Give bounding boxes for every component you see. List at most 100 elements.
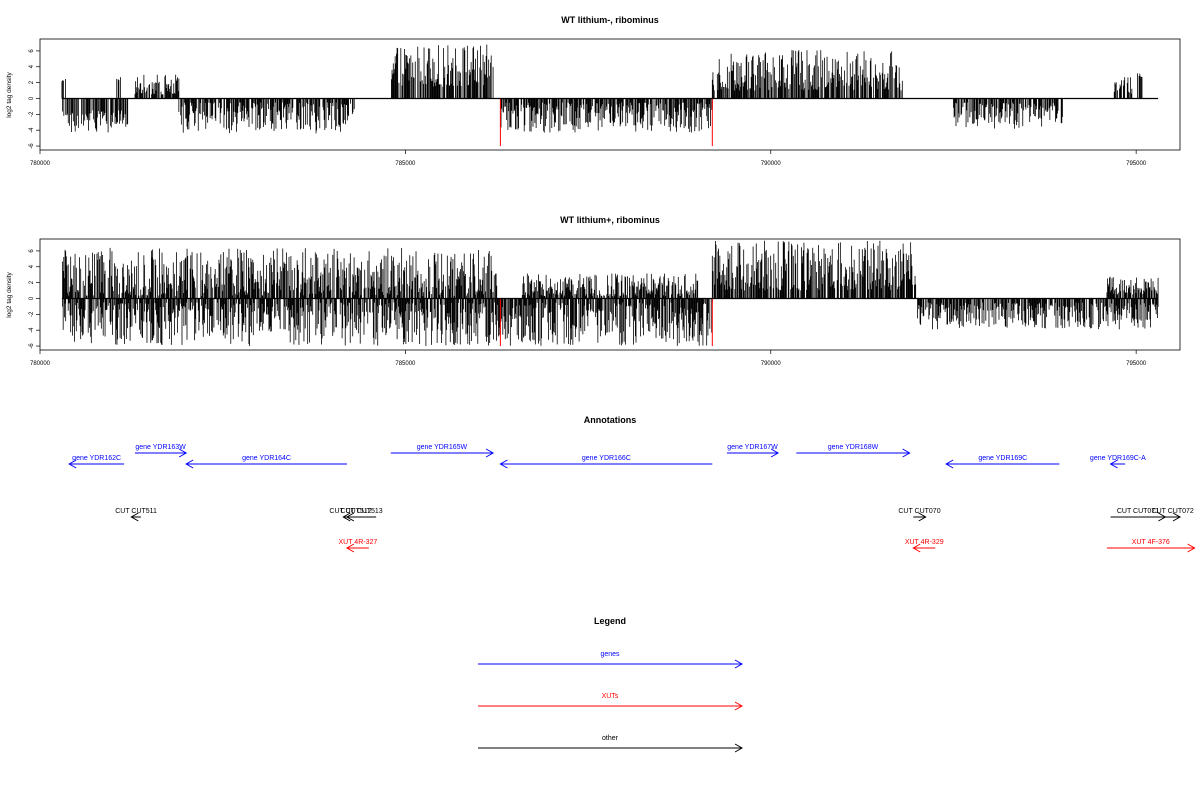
legend-item: XUTs [478, 693, 744, 711]
plot-frame [39, 238, 1181, 351]
y-tick-label: -6 [29, 343, 35, 349]
x-tick-label: 795000 [1126, 361, 1147, 367]
annotation-arrow-head [734, 701, 744, 711]
annotation-arrow-head [734, 743, 744, 753]
highlight-lines [499, 98, 713, 147]
x-tick-label: 785000 [395, 361, 416, 367]
x-tick-label: 780000 [30, 161, 51, 167]
x-tick-label: 785000 [395, 161, 416, 167]
y-tick-label: -4 [29, 127, 35, 133]
annotation-item: gene YDR165W [390, 444, 495, 458]
x-tick-label: 790000 [761, 161, 782, 167]
legend-item: genes [478, 651, 744, 669]
annotation-label: CUT CUT070 [898, 508, 940, 515]
density-bars [61, 44, 1143, 134]
y-axis-ticks: -6 -4 -2 0 2 4 6 [29, 49, 40, 149]
annotations-title: Annotations [584, 415, 637, 425]
annotation-item: gene YDR167W [726, 444, 780, 458]
legend-label: other [602, 735, 619, 742]
y-tick-label: -2 [29, 111, 35, 117]
annotation-arrow-head [185, 459, 194, 469]
annotation-label: gene YDR166C [582, 455, 631, 462]
y-tick-label: -6 [29, 143, 35, 149]
annotation-item: XUT 4R-329 [905, 539, 944, 553]
track-panel-lithium-minus: WT lithium-, ribominus log2 tag density … [6, 15, 1181, 167]
annotation-label: gene YDR169C-A [1090, 455, 1146, 462]
annotation-arrow-head [130, 512, 139, 522]
annotation-item: gene YDR166C [499, 455, 713, 469]
y-tick-label: 2 [29, 80, 35, 84]
y-tick-label: -2 [29, 311, 35, 317]
annotation-arrow-head [945, 459, 954, 469]
annotation-item: gene YDR168W [796, 444, 911, 458]
annotation-label: XUT 4R-327 [338, 539, 377, 546]
annotation-label: gene YDR167W [727, 444, 778, 451]
y-tick-label: 4 [29, 64, 35, 68]
annotation-item: CUT CUT511 [115, 508, 157, 522]
annotation-label: CUT CUT512 [329, 508, 371, 515]
annotation-item: CUT CUT070 [898, 508, 941, 522]
x-axis-ticks: 780000 785000 790000 795000 [30, 350, 1147, 367]
y-axis-label: log2 tag density [6, 71, 13, 117]
legend-items: genes XUTs other [478, 651, 744, 753]
y-tick-label: 0 [29, 296, 35, 300]
y-tick-label: 2 [29, 280, 35, 284]
annotation-label: XUT 4R-329 [905, 539, 944, 546]
y-axis-ticks: -6 -4 -2 0 2 4 6 [29, 249, 40, 349]
annotation-arrow-head [918, 512, 927, 522]
annotation-arrow-head [1172, 512, 1182, 522]
plot-frame [39, 38, 1181, 151]
annotation-arrow-head [1109, 459, 1118, 469]
annotation-arrow-head [345, 512, 355, 522]
annotation-arrow-head [912, 543, 921, 553]
annotation-item: CUT CUT072 [1152, 508, 1194, 522]
y-tick-label: -4 [29, 327, 35, 333]
track-panel-lithium-plus: WT lithium+, ribominus log2 tag density … [6, 215, 1181, 367]
panel-title: WT lithium-, ribominus [561, 15, 659, 25]
annotation-label: gene YDR165W [417, 444, 468, 451]
annotation-label: gene YDR162C [72, 455, 121, 462]
annotation-label: gene YDR168W [828, 444, 879, 451]
panel-title: WT lithium+, ribominus [560, 215, 660, 225]
x-tick-label: 780000 [30, 361, 51, 367]
annotation-item: XUT 4F-376 [1106, 539, 1196, 553]
annotation-arrow-head [499, 459, 508, 469]
annotation-item: gene YDR169C [945, 455, 1060, 469]
annotation-label: CUT CUT072 [1152, 508, 1194, 515]
annotation-label: XUT 4F-376 [1132, 539, 1170, 546]
annotation-arrow-head [68, 459, 77, 469]
x-axis-ticks: 780000 785000 790000 795000 [30, 150, 1147, 167]
legend-title: Legend [594, 616, 626, 626]
highlight-lines [499, 298, 713, 347]
annotation-item: CUT CUT071 [1110, 508, 1167, 522]
annotation-label: gene YDR163W [135, 444, 186, 451]
annotation-item: gene YDR164C [185, 455, 347, 469]
annotation-items: gene YDR162C gene YDR163W gene YDR164C gene… [68, 444, 1196, 553]
y-axis-label: log2 tag density [6, 271, 13, 317]
annotation-arrow-head [345, 543, 355, 553]
x-tick-label: 790000 [761, 361, 782, 367]
legend: Legend genes XUTs other [478, 616, 744, 753]
annotation-arrow-head [770, 448, 780, 458]
annotation-label: CUT CUT071 [1117, 508, 1159, 515]
legend-label: XUTs [602, 693, 619, 700]
annotation-item: gene YDR169C-A [1090, 455, 1146, 469]
annotation-label: CUT CUT511 [115, 508, 157, 515]
annotation-item: gene YDR163W [135, 444, 188, 458]
annotation-item: gene YDR162C [68, 455, 125, 469]
annotation-arrow-head [1187, 543, 1196, 553]
annotation-label: CUT CUT513 [340, 508, 382, 515]
annotation-item: XUT 4R-327 [338, 539, 377, 553]
y-tick-label: 6 [29, 49, 35, 53]
x-tick-label: 795000 [1126, 161, 1147, 167]
annotation-item: CUT CUT513 [340, 508, 383, 522]
annotation-label: gene YDR169C [978, 455, 1027, 462]
density-bars [62, 240, 1159, 346]
annotation-arrow-head [342, 512, 351, 522]
y-tick-label: 6 [29, 249, 35, 253]
y-tick-label: 0 [29, 96, 35, 100]
legend-item: other [478, 735, 744, 753]
y-tick-label: 4 [29, 264, 35, 268]
